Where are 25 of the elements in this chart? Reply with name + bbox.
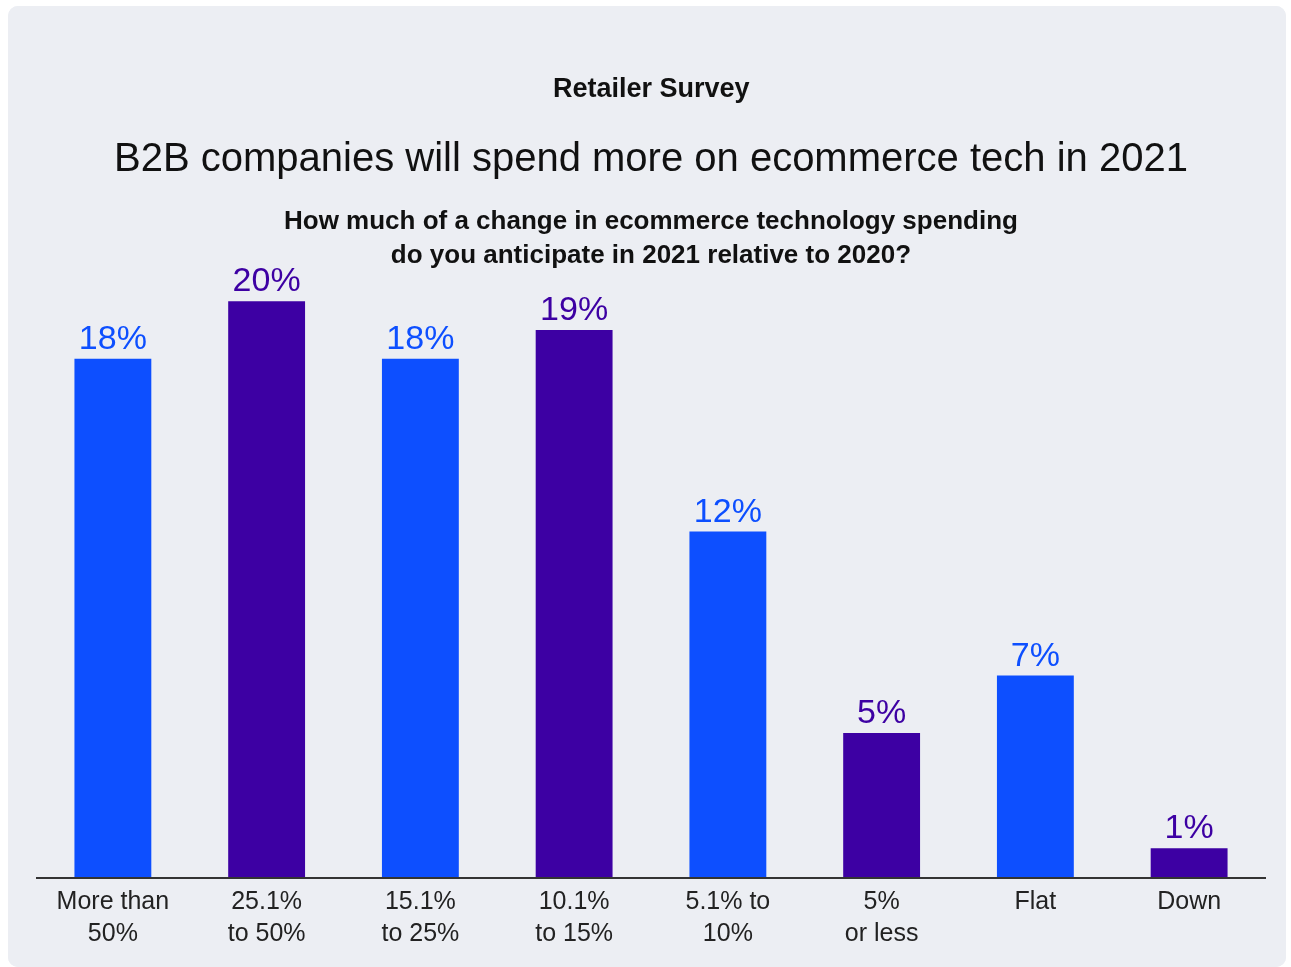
bar xyxy=(689,531,767,877)
x-tick-label: 5.1% to 10% xyxy=(685,885,771,947)
bar xyxy=(535,330,613,877)
data-label: 18% xyxy=(386,317,455,356)
data-label: 12% xyxy=(693,490,762,529)
x-tick-label: More than 50% xyxy=(56,885,170,947)
x-tick-label: Down xyxy=(1157,885,1222,914)
bar xyxy=(381,358,459,877)
bar xyxy=(996,675,1074,877)
bar xyxy=(1150,848,1228,877)
bar xyxy=(228,301,306,877)
x-tick-label: 10.1% to 15% xyxy=(535,885,614,947)
x-tick-label: 25.1% to 50% xyxy=(227,885,306,947)
x-tick-label: 5% or less xyxy=(844,885,919,947)
chart-subtitle: B2B companies will spend more on ecommerce tech in 2021 xyxy=(114,135,1188,179)
data-label: 19% xyxy=(540,289,609,328)
data-label: 5% xyxy=(857,692,907,731)
bar xyxy=(74,358,152,877)
x-tick-label: Flat xyxy=(1014,885,1057,914)
bar xyxy=(843,733,921,877)
data-label: 7% xyxy=(1010,634,1060,673)
x-tick-label: 15.1% to 25% xyxy=(381,885,460,947)
data-label: 1% xyxy=(1164,807,1214,846)
data-label: 18% xyxy=(78,317,147,356)
chart-title: Retailer Survey xyxy=(553,73,750,103)
